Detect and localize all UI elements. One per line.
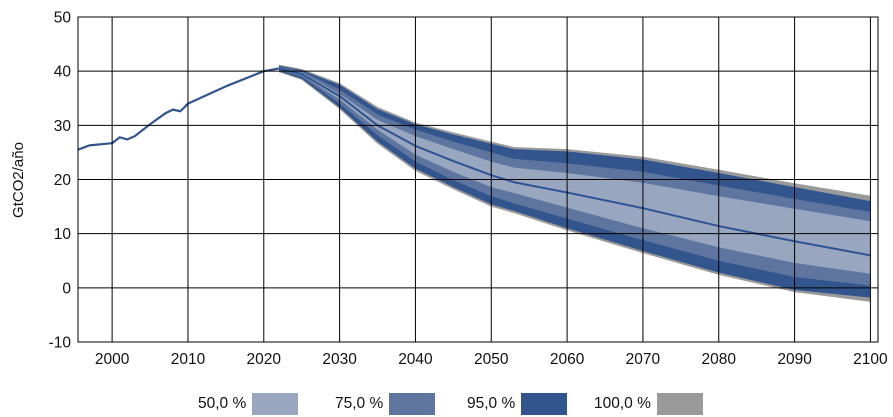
legend-item: 95,0 % bbox=[467, 393, 568, 415]
legend-label: 75,0 % bbox=[335, 395, 384, 412]
y-tick-label: -10 bbox=[49, 335, 72, 352]
x-tick-label: 2080 bbox=[702, 351, 737, 368]
legend: 50,0 % 75,0 % 95,0 % 100,0 % bbox=[0, 393, 893, 417]
legend-label: 50,0 % bbox=[198, 395, 247, 412]
plot-frame bbox=[77, 16, 879, 343]
x-tick-label: 2050 bbox=[474, 351, 509, 368]
legend-item: 75,0 % bbox=[335, 393, 436, 415]
tick-labels: 2000 2010 2020 2030 2040 2050 2060 2070 2080 2090… bbox=[49, 10, 888, 369]
y-tick-label: 10 bbox=[54, 226, 72, 243]
legend-swatch bbox=[521, 393, 568, 415]
x-tick-label: 2010 bbox=[171, 351, 206, 368]
y-tick-label: 20 bbox=[54, 172, 72, 189]
legend-item: 100,0 % bbox=[594, 393, 703, 415]
y-tick-label: 40 bbox=[54, 64, 72, 81]
y-tick-label: 50 bbox=[54, 10, 72, 27]
y-tick-label: 30 bbox=[54, 118, 72, 135]
x-tick-label: 2000 bbox=[95, 351, 130, 368]
historical-line bbox=[78, 67, 280, 151]
legend-swatch bbox=[656, 393, 703, 415]
legend-label: 100,0 % bbox=[594, 395, 651, 412]
uncertainty-bands bbox=[278, 64, 871, 302]
x-tick-label: 2070 bbox=[626, 351, 661, 368]
legend-swatch bbox=[252, 393, 299, 415]
band-500 bbox=[278, 67, 871, 274]
x-tick-label: 2060 bbox=[550, 351, 585, 368]
grid bbox=[77, 16, 879, 343]
y-tick-label: 0 bbox=[62, 280, 71, 297]
x-tick-label: 2100 bbox=[853, 351, 888, 368]
x-tick-label: 2090 bbox=[777, 351, 812, 368]
legend-item: 50,0 % bbox=[198, 393, 299, 415]
legend-label: 95,0 % bbox=[467, 395, 516, 412]
x-tick-label: 2020 bbox=[247, 351, 282, 368]
x-tick-label: 2030 bbox=[322, 351, 357, 368]
x-tick-label: 2040 bbox=[398, 351, 433, 368]
legend-swatch bbox=[389, 393, 436, 415]
y-axis-title: GtCO2/año bbox=[10, 142, 27, 218]
